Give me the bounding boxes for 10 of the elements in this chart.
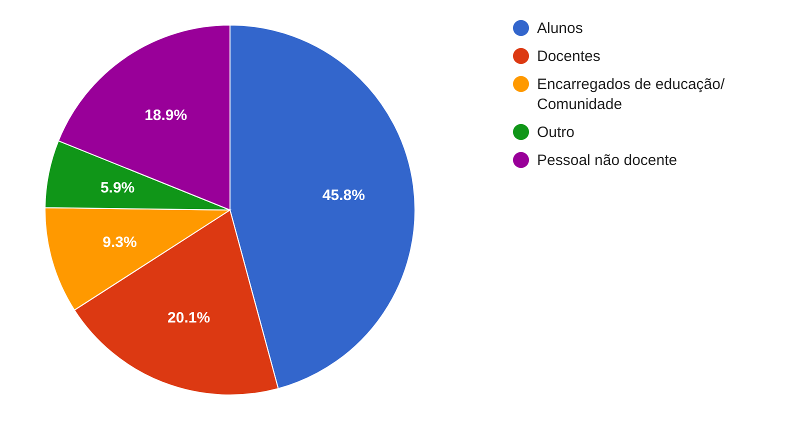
data-label: 5.9%: [100, 180, 135, 197]
data-label: 9.3%: [102, 234, 137, 251]
legend-label: Outro: [537, 124, 575, 141]
data-label: 45.8%: [322, 187, 365, 204]
legend-label: Pessoal não docente: [537, 152, 678, 169]
legend-label: Alunos: [537, 20, 583, 37]
legend-label: Encarregados de educação/ Comunidade: [537, 76, 726, 113]
legend-label: Docentes: [537, 48, 600, 65]
data-label: 20.1%: [168, 309, 210, 326]
data-label: 18.9%: [144, 107, 188, 124]
